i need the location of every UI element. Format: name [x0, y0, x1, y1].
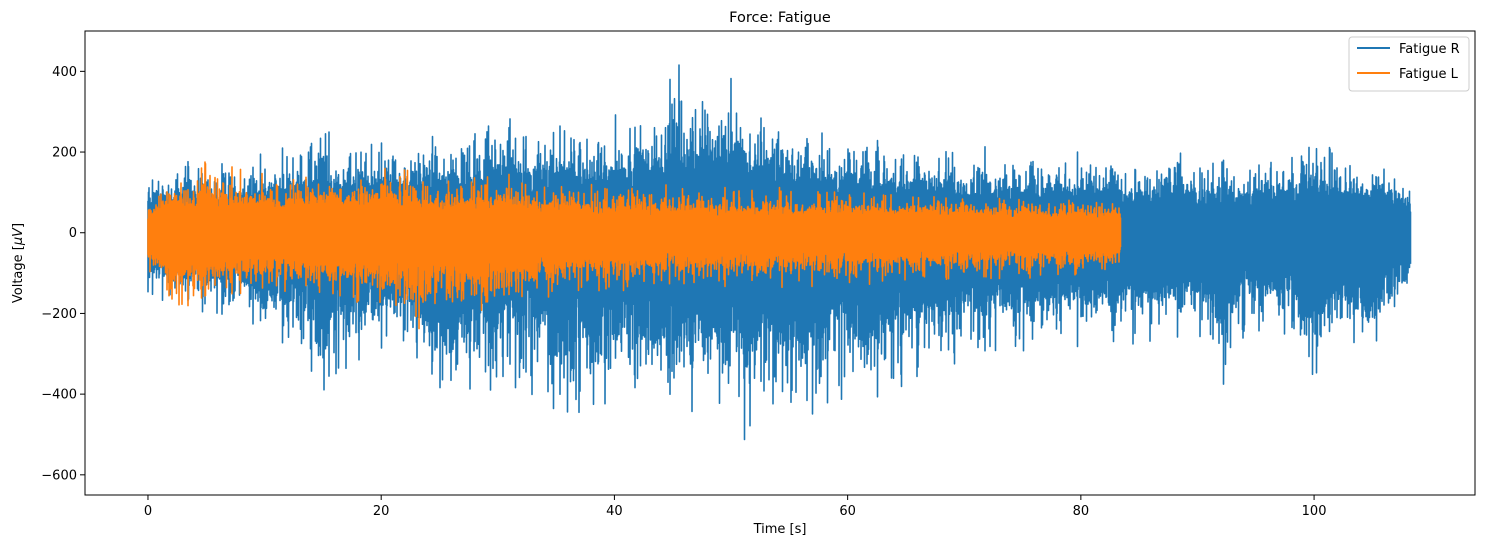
- y-axis-label-suffix: ]: [11, 223, 26, 228]
- x-tick-label: 40: [606, 504, 623, 519]
- y-axis-label: Voltage [μV]: [11, 223, 26, 303]
- legend-label-fatigue-r: Fatigue R: [1399, 42, 1460, 57]
- y-tick-label: −200: [41, 307, 77, 322]
- series-line-fatigue-l: [147, 161, 1122, 330]
- x-tick-label: 20: [373, 504, 390, 519]
- legend-box: [1348, 36, 1470, 92]
- y-tick-label: 0: [69, 226, 77, 241]
- x-tick-label: 100: [1302, 504, 1327, 519]
- y-axis-ticks: −600 −400 −200 0 200 400: [41, 65, 85, 483]
- x-axis-ticks: 0 20 40 60 80 100: [144, 495, 1327, 519]
- y-tick-label: 200: [52, 146, 77, 161]
- legend: Fatigue R Fatigue L: [1348, 36, 1470, 92]
- legend-label-fatigue-l: Fatigue L: [1399, 67, 1459, 82]
- y-tick-label: 400: [52, 65, 77, 80]
- x-tick-label: 0: [144, 504, 152, 519]
- series-layer: [147, 64, 1412, 441]
- plot-frame: [84, 30, 1476, 496]
- x-tick-label: 60: [839, 504, 856, 519]
- y-tick-label: −600: [41, 468, 77, 483]
- x-tick-label: 80: [1073, 504, 1090, 519]
- chart-title: Force: Fatigue: [729, 10, 831, 26]
- y-tick-label: −400: [41, 388, 77, 403]
- y-axis-label-unit: μV: [11, 227, 26, 246]
- x-axis-label: Time [s]: [753, 522, 807, 537]
- y-axis-label-prefix: Voltage [: [11, 245, 26, 303]
